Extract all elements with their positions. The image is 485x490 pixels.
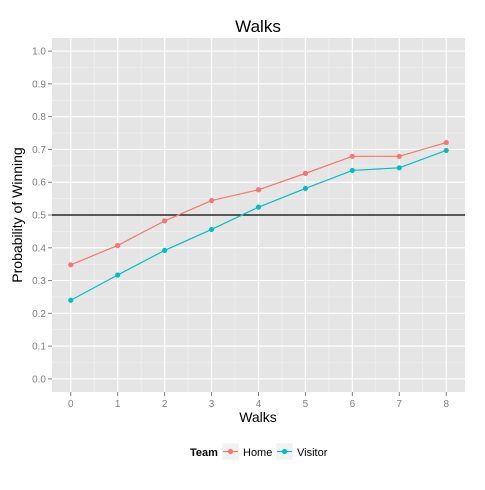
- legend-label-visitor: Visitor: [297, 447, 328, 459]
- data-point-home: [68, 262, 74, 268]
- legend: Team Home Visitor: [190, 442, 328, 461]
- data-point-visitor: [208, 226, 215, 233]
- x-tick-label: 0: [68, 399, 74, 410]
- x-tick-label: 2: [162, 399, 168, 410]
- chart-title: Walks: [235, 17, 281, 36]
- series-layer: [68, 139, 449, 303]
- grid-major: [52, 38, 465, 392]
- x-axis-label: Walks: [239, 409, 277, 425]
- y-axis-label: Probability of Winning: [9, 147, 25, 282]
- legend-title: Team: [190, 447, 218, 459]
- y-tick-label: 0.2: [32, 309, 46, 320]
- legend-point-home: [227, 448, 234, 455]
- y-tick-label: 0.4: [32, 243, 46, 254]
- data-point-visitor: [396, 165, 402, 171]
- y-tick-label: 0.9: [32, 79, 46, 90]
- x-axis-ticks: 0 1 2 3 4 5 6 7 8: [68, 392, 449, 410]
- y-tick-label: 0.6: [32, 178, 46, 189]
- x-tick-label: 7: [397, 399, 403, 410]
- data-point-home: [349, 153, 355, 159]
- data-point-visitor: [68, 297, 74, 303]
- data-point-visitor: [162, 247, 168, 253]
- legend-label-home: Home: [243, 447, 272, 459]
- data-point-home: [255, 187, 262, 193]
- y-tick-label: 0.7: [32, 145, 46, 156]
- y-tick-label: 0.1: [32, 342, 46, 353]
- x-tick-label: 8: [443, 399, 449, 410]
- data-point-home: [162, 218, 168, 224]
- data-point-home: [115, 242, 121, 249]
- data-point-visitor: [349, 167, 355, 174]
- y-tick-label: 0.5: [32, 211, 46, 222]
- data-point-home: [443, 139, 449, 146]
- y-tick-label: 0.3: [32, 276, 46, 287]
- x-tick-label: 4: [256, 399, 262, 410]
- data-point-home: [208, 197, 215, 204]
- legend-point-visitor: [281, 448, 288, 455]
- y-tick-label: 0.8: [32, 112, 46, 123]
- x-tick-label: 3: [209, 399, 215, 410]
- y-tick-label: 1.0: [32, 47, 46, 58]
- data-point-home: [302, 170, 309, 176]
- x-tick-label: 6: [350, 399, 356, 410]
- data-point-visitor: [115, 272, 121, 278]
- y-tick-label: 0.0: [32, 374, 46, 385]
- x-tick-label: 1: [115, 399, 121, 410]
- data-point-home: [396, 153, 402, 159]
- data-point-visitor: [255, 204, 262, 210]
- y-axis-ticks: 0.0 0.1 0.2 0.3 0.4 0.5 0.6 0.7 0.8 0.9 1.0: [32, 47, 52, 385]
- x-tick-label: 5: [303, 399, 309, 410]
- data-point-visitor: [443, 147, 449, 154]
- data-point-visitor: [302, 185, 309, 192]
